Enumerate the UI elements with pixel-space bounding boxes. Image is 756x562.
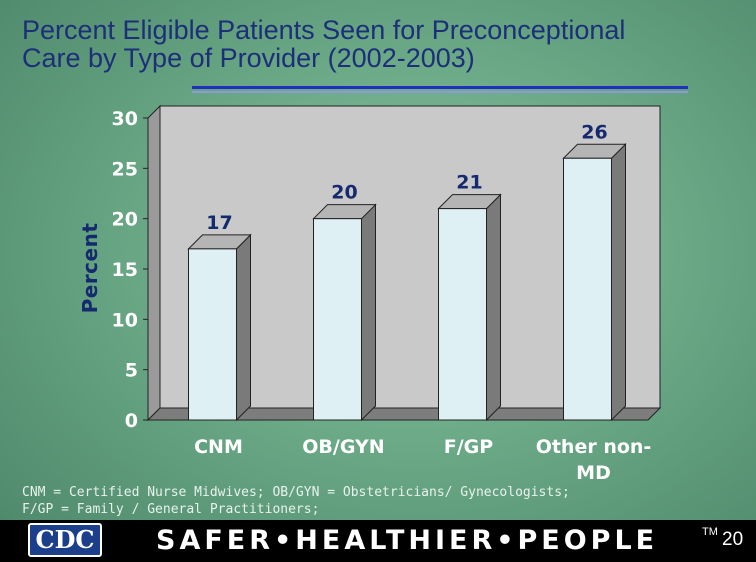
- title-underline: [192, 86, 688, 89]
- bar: [563, 157, 612, 421]
- footer-bar: CDC SAFER•HEALTHIER•PEOPLE TM 20: [0, 520, 756, 562]
- footnote-line-2: F/GP = Family / General Practitioners;: [22, 502, 320, 517]
- y-tick-label: 30: [112, 108, 138, 130]
- page-number: 20: [722, 529, 744, 550]
- x-category-label: MD: [576, 462, 611, 484]
- slide-title-line-2: Care by Type of Provider (2002-2003): [22, 43, 475, 73]
- cdc-logo: CDC: [28, 523, 102, 557]
- abbreviation-footnote: CNM = Certified Nurse Midwives; OB/GYN =…: [22, 484, 570, 518]
- bar-side: [361, 203, 376, 422]
- footnote-line-1: CNM = Certified Nurse Midwives; OB/GYN =…: [22, 485, 570, 500]
- plot-side-wall: [147, 104, 161, 422]
- bar-data-label: 17: [206, 212, 232, 234]
- bar-side: [611, 143, 626, 422]
- bar-data-label: 21: [456, 172, 482, 194]
- y-tick-label: 5: [125, 360, 138, 382]
- bar-chart: 0 5 10 15 20 25 30 17 CNM 20 OB/GYN 21 F/GP 26 Other n…: [112, 104, 662, 484]
- bar-data-label: 26: [581, 121, 607, 143]
- y-tick-label: 20: [112, 209, 138, 231]
- bar-data-label: 20: [331, 182, 357, 204]
- slide-title-line-1: Percent Eligible Patients Seen for Preco…: [22, 15, 626, 45]
- y-tick-label: 25: [112, 158, 138, 180]
- bar-side: [236, 233, 251, 422]
- bar: [188, 248, 237, 421]
- y-tick-label: 10: [112, 309, 138, 331]
- slide-title: Percent Eligible Patients Seen for Preco…: [22, 16, 625, 72]
- x-category-label: OB/GYN: [302, 436, 384, 458]
- x-category-label: CNM: [194, 436, 243, 458]
- bar-side: [486, 193, 501, 422]
- bar: [438, 208, 487, 421]
- y-tick-label: 15: [112, 259, 138, 281]
- x-category-label: F/GP: [444, 436, 494, 458]
- y-tick-label: 0: [125, 410, 138, 432]
- title-underline-shadow: [192, 91, 688, 93]
- trademark-mark: TM: [702, 526, 718, 538]
- x-category-label: Other non-: [536, 436, 652, 458]
- bar: [313, 218, 362, 421]
- footer-slogan: SAFER•HEALTHIER•PEOPLE: [156, 525, 659, 556]
